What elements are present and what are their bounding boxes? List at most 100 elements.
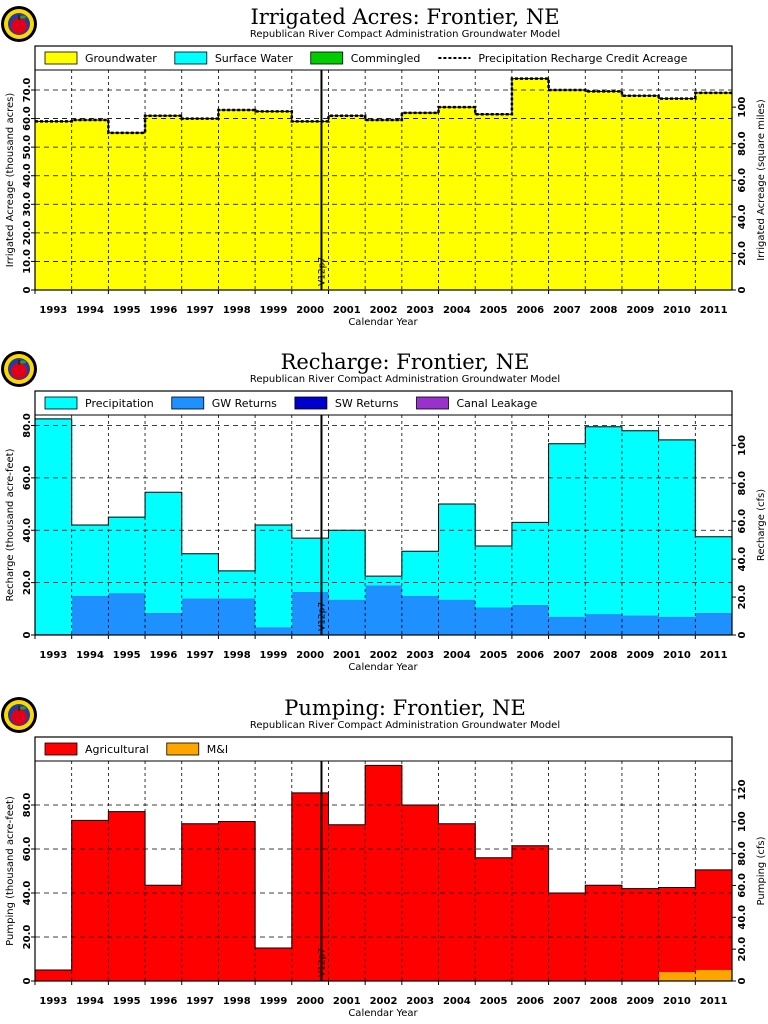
apple-logo-icon <box>1 6 37 42</box>
bar-m-i-2010 <box>658 972 696 981</box>
bar-gw-returns-2003 <box>401 595 440 635</box>
bar-precipitation-2001 <box>328 530 366 600</box>
irrigated-acres-chart: Irrigated Acres: Frontier, NERepublican … <box>1 5 767 328</box>
bar-agricultural-2011 <box>695 869 733 970</box>
xtick-label-2002: 2002 <box>370 650 398 661</box>
chart-title: Recharge: Frontier, NE <box>281 350 530 374</box>
xtick-label-1993: 1993 <box>39 650 67 661</box>
xtick-label-1999: 1999 <box>260 996 288 1007</box>
xtick-label-1998: 1998 <box>223 996 251 1007</box>
legend-surface-water-label: Surface Water <box>215 52 293 65</box>
xtick-label-1994: 1994 <box>76 305 104 316</box>
legend-box <box>34 736 733 762</box>
bar-agricultural-2000 <box>291 792 329 981</box>
bar-groundwater-2002 <box>365 120 403 290</box>
bar-agricultural-2008 <box>585 885 623 981</box>
apple-logo-icon <box>1 697 37 733</box>
legend-sw-returns-label: SW Returns <box>335 397 399 410</box>
bar-agricultural-2002 <box>365 765 403 981</box>
legend-m-i-label: M&I <box>207 743 228 756</box>
ytick-right-label-100: 100 <box>737 97 748 118</box>
bar-gw-returns-1995 <box>108 593 146 635</box>
bar-gw-returns-1996 <box>145 612 183 635</box>
bar-precipitation-2011 <box>695 536 733 613</box>
bar-gw-returns-2005 <box>475 607 513 635</box>
ytick-left-label-70: 70.0 <box>22 78 33 103</box>
ytick-right-label-60: 60.0 <box>737 509 748 534</box>
xtick-label-1997: 1997 <box>186 650 214 661</box>
xtick-label-2006: 2006 <box>516 996 544 1007</box>
bar-gw-returns-1999 <box>255 627 293 635</box>
ytick-right-label-60: 60.0 <box>737 873 748 898</box>
bar-precipitation-2000 <box>291 538 329 592</box>
logo-leaf <box>20 360 26 364</box>
ylabel-right: Pumping (cfs) <box>756 836 767 905</box>
bar-groundwater-2004 <box>438 107 476 291</box>
logo-apple <box>11 709 27 725</box>
chart-subtitle: Republican River Compact Administration … <box>250 720 560 731</box>
xtick-label-2002: 2002 <box>370 996 398 1007</box>
ytick-right-label-20: 20.0 <box>737 937 748 962</box>
legend-precipitation-label: Precipitation <box>85 397 154 410</box>
bar-agricultural-2006 <box>511 845 550 981</box>
bar-precipitation-2010 <box>658 439 696 617</box>
logo-leaf <box>20 706 26 710</box>
ytick-left-label-80: 80.0 <box>22 413 33 438</box>
xtick-label-2003: 2003 <box>406 650 434 661</box>
xtick-label-2008: 2008 <box>590 650 618 661</box>
bar-precipitation-1998 <box>218 570 256 599</box>
bar-groundwater-1993 <box>35 121 73 290</box>
bar-groundwater-1996 <box>145 115 183 290</box>
model-version-label: V12p7 <box>317 948 327 977</box>
xtick-label-2009: 2009 <box>626 996 654 1007</box>
xtick-label-2004: 2004 <box>443 650 471 661</box>
xtick-label-2003: 2003 <box>406 305 434 316</box>
ytick-left-label-20: 20.0 <box>22 925 33 950</box>
legend-precipitation-recharge-credit-acreage-label: Precipitation Recharge Credit Acreage <box>478 52 687 65</box>
xtick-label-1993: 1993 <box>39 305 67 316</box>
xtick-label-1995: 1995 <box>113 305 141 316</box>
xtick-label-2000: 2000 <box>296 996 324 1007</box>
bar-groundwater-2006 <box>511 78 550 290</box>
bar-gw-returns-2009 <box>621 615 660 635</box>
chart-subtitle: Republican River Compact Administration … <box>250 29 560 40</box>
bar-precipitation-1993 <box>35 418 73 634</box>
xtick-label-1997: 1997 <box>186 305 214 316</box>
ylabel-right: Irrigated Acreage (square miles) <box>756 99 767 261</box>
recharge-panel: Recharge: Frontier, NE Republican River C… <box>0 345 768 678</box>
ytick-left-label-20: 20.0 <box>22 570 33 595</box>
bar-precipitation-1994 <box>71 525 109 596</box>
bar-agricultural-1994 <box>71 820 109 981</box>
xtick-label-2005: 2005 <box>480 996 508 1007</box>
xtick-label-2011: 2011 <box>700 996 728 1007</box>
ylabel-left: Irrigated Acreage (thousand acres) <box>5 93 16 268</box>
xlabel: Calendar Year <box>348 317 418 328</box>
bar-agricultural-1997 <box>181 823 219 981</box>
legend-agricultural-label: Agricultural <box>85 743 149 756</box>
bar-gw-returns-2001 <box>328 599 366 635</box>
bar-groundwater-1999 <box>255 111 293 290</box>
logo-apple <box>11 18 27 34</box>
xtick-label-2000: 2000 <box>296 650 324 661</box>
bar-groundwater-2003 <box>401 112 440 290</box>
ytick-right-label-0: 0 <box>737 631 748 638</box>
xtick-label-2011: 2011 <box>700 305 728 316</box>
xtick-label-2010: 2010 <box>663 305 691 316</box>
bar-gw-returns-2000 <box>291 591 329 635</box>
bar-precipitation-1999 <box>255 525 293 628</box>
xtick-label-2010: 2010 <box>663 650 691 661</box>
logo-leaf <box>20 15 26 19</box>
xtick-label-2005: 2005 <box>480 305 508 316</box>
xtick-label-2010: 2010 <box>663 996 691 1007</box>
legend-box <box>34 390 733 416</box>
xtick-label-2007: 2007 <box>553 305 581 316</box>
precip-credit-line <box>35 77 732 135</box>
legend-agricultural-swatch <box>44 742 78 756</box>
ytick-right-label-40: 40.0 <box>737 547 748 572</box>
xtick-label-1997: 1997 <box>186 996 214 1007</box>
bar-gw-returns-1994 <box>71 595 109 635</box>
bar-agricultural-1998 <box>218 821 256 981</box>
xtick-label-2001: 2001 <box>333 305 361 316</box>
xtick-label-1999: 1999 <box>260 650 288 661</box>
